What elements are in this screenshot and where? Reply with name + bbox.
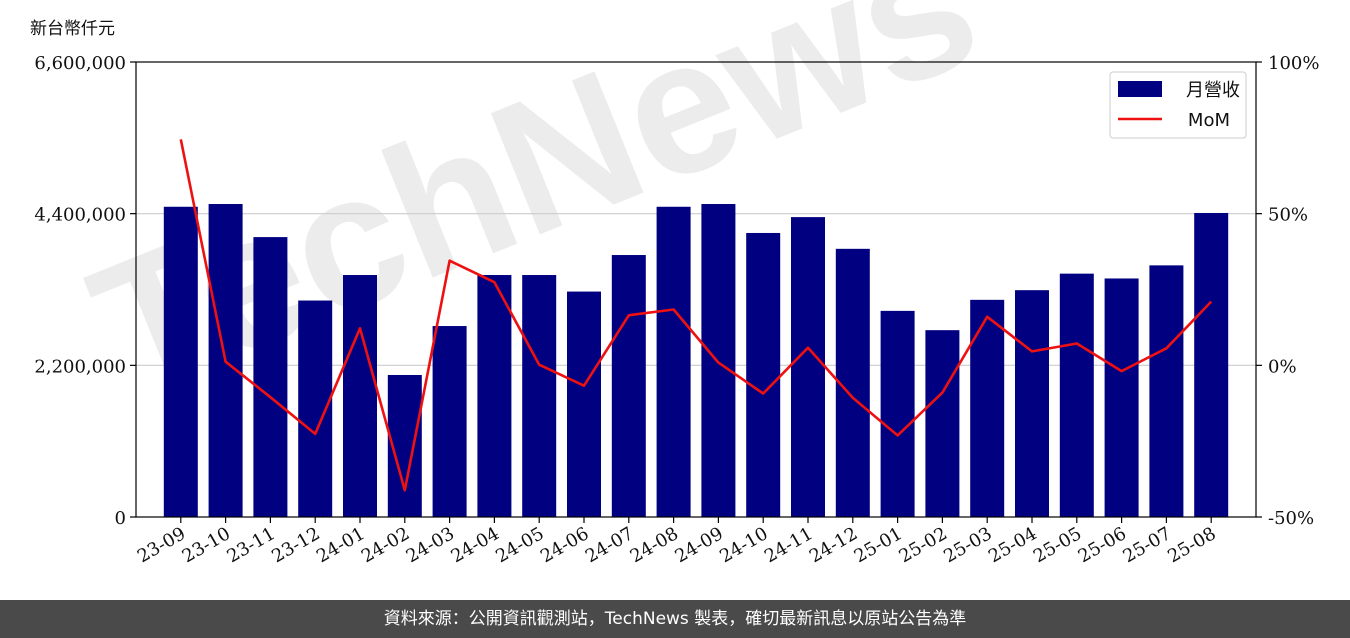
bar <box>611 255 646 517</box>
legend-label-revenue: 月營收 <box>1186 80 1240 101</box>
x-tick-label: 24-11 <box>761 523 816 567</box>
right-tick-label: 50% <box>1268 205 1308 226</box>
x-tick-label: 23-12 <box>268 523 323 567</box>
bar <box>253 237 288 517</box>
bar <box>701 204 736 518</box>
x-tick-label: 25-03 <box>940 523 995 567</box>
x-tick-label: 24-02 <box>358 523 413 567</box>
legend-bar-swatch <box>1118 81 1162 97</box>
bar <box>477 275 512 517</box>
right-y-axis: -50% 0% 50% 100% <box>1256 53 1319 529</box>
x-tick-label: 24-03 <box>403 523 458 567</box>
x-tick-label: 24-01 <box>313 523 368 567</box>
bar <box>567 291 601 517</box>
bar <box>432 326 467 517</box>
x-tick-label: 25-04 <box>985 523 1040 567</box>
y-axis-unit-label: 新台幣仟元 <box>30 19 115 39</box>
x-tick-label: 25-08 <box>1164 523 1219 567</box>
x-tick-label: 24-08 <box>627 523 682 567</box>
left-y-axis: 0 2,200,000 4,400,000 6,600,000 <box>34 53 136 529</box>
left-tick-label: 4,400,000 <box>34 205 126 226</box>
x-tick-label: 24-05 <box>492 523 547 567</box>
x-tick-label: 24-09 <box>671 523 726 567</box>
bar <box>791 217 825 517</box>
x-tick-label: 25-05 <box>1030 523 1085 567</box>
mom-line <box>179 139 1213 492</box>
bar <box>656 206 691 518</box>
bar <box>746 232 781 517</box>
right-tick-label: 100% <box>1268 53 1319 74</box>
bar <box>880 310 915 517</box>
x-tick-label: 25-02 <box>895 523 950 567</box>
bar <box>1059 273 1094 517</box>
right-tick-label: -50% <box>1268 508 1314 529</box>
right-tick-label: 0% <box>1268 356 1297 377</box>
legend-label-mom: MoM <box>1188 110 1230 131</box>
left-tick-label: 6,600,000 <box>34 53 126 74</box>
x-tick-label: 25-06 <box>1075 523 1130 567</box>
bar <box>522 275 557 517</box>
legend: 月營收 MoM <box>1109 71 1247 139</box>
bar <box>1149 265 1184 517</box>
bar <box>343 275 377 517</box>
x-tick-label: 23-09 <box>134 523 189 567</box>
bar <box>1194 212 1229 517</box>
x-tick-label: 25-07 <box>1119 523 1174 567</box>
source-footer: 資料來源：公開資訊觀測站，TechNews 製表，確切最新訊息以原站公告為準 <box>0 600 1350 638</box>
bar <box>1104 278 1139 517</box>
x-tick-label: 24-06 <box>537 523 592 567</box>
bar <box>163 206 198 518</box>
bar <box>925 330 960 517</box>
left-tick-label: 0 <box>115 508 126 529</box>
x-tick-label: 24-12 <box>806 523 861 567</box>
mom-line-series <box>179 139 1213 492</box>
left-tick-label: 2,200,000 <box>34 356 126 377</box>
bar <box>970 299 1005 517</box>
x-tick-label: 23-11 <box>223 523 278 567</box>
bar <box>835 248 870 518</box>
x-tick-label: 24-04 <box>447 523 502 567</box>
x-tick-label: 24-10 <box>716 523 771 567</box>
bar <box>1015 290 1049 517</box>
x-tick-label: 23-10 <box>179 523 234 567</box>
bar-series <box>163 204 1229 518</box>
plot-frame <box>135 61 1257 518</box>
x-axis: 23-0923-1023-1123-1224-0124-0224-0324-04… <box>134 517 1220 567</box>
x-tick-label: 25-01 <box>851 523 906 567</box>
x-tick-label: 24-07 <box>582 523 637 567</box>
